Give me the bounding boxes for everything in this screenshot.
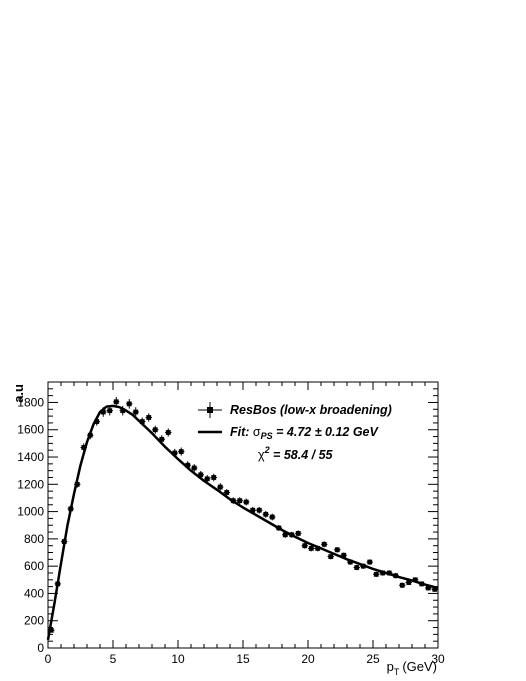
data-point: [282, 531, 289, 538]
y-tick-label: 0: [37, 641, 44, 655]
data-point: [418, 581, 425, 587]
data-point: [243, 498, 250, 506]
x-axis-title-unit: (GeV): [402, 659, 437, 674]
x-tick-label: 25: [366, 652, 380, 666]
data-point: [106, 405, 113, 416]
data-point: [295, 530, 302, 537]
x-tick-label: 0: [45, 652, 52, 666]
y-tick-label: 1800: [17, 395, 44, 409]
data-point: [327, 553, 334, 560]
x-tick-label: 10: [171, 652, 185, 666]
legend-chi: χ: [258, 448, 265, 462]
data-point: [353, 564, 360, 571]
data-point: [360, 563, 367, 569]
data-point: [425, 585, 432, 591]
data-point: [158, 435, 165, 444]
x-tick-label: 30: [431, 652, 445, 666]
y-tick-label: 1400: [17, 450, 44, 464]
legend-chi-sup: 2: [264, 445, 270, 455]
y-tick-label: 1200: [17, 477, 44, 491]
data-point: [87, 431, 94, 440]
y-tick-label: 1000: [17, 505, 44, 519]
data-point: [210, 473, 217, 482]
legend-label-fit: Fit: σPS = 4.72 ± 0.12 GeV: [230, 425, 380, 441]
legend-sigma: σ: [253, 425, 261, 439]
data-point: [405, 580, 412, 585]
data-point: [249, 506, 256, 514]
data-point: [314, 545, 321, 552]
data-point: [217, 483, 224, 491]
y-tick-label: 600: [24, 559, 44, 573]
data-point: [269, 513, 276, 521]
data-point: [126, 399, 133, 409]
y-tick-label: 800: [24, 532, 44, 546]
data-point: [288, 531, 295, 538]
data-point: [67, 505, 74, 513]
data-point: [301, 542, 308, 549]
y-tick-label: 400: [24, 586, 44, 600]
legend-marker-data: [198, 402, 222, 418]
legend: ResBos (low-x broadening) Fit: σPS = 4.7…: [198, 402, 392, 462]
data-series: [48, 397, 438, 633]
data-point: [197, 470, 204, 479]
data-point: [100, 407, 107, 417]
data-point: [113, 397, 120, 407]
data-point: [184, 461, 191, 470]
data-point: [223, 489, 230, 496]
data-point: [392, 572, 399, 579]
data-point: [379, 570, 386, 576]
data-point: [119, 405, 126, 416]
legend-label-chi2: χ2 = 58.4 / 55: [258, 445, 334, 462]
data-point: [139, 417, 146, 426]
data-point: [308, 545, 315, 552]
data-point: [412, 577, 419, 583]
x-axis-title-main: p: [387, 659, 394, 674]
data-point: [93, 417, 100, 426]
data-point: [431, 586, 438, 592]
y-tick-label: 1600: [17, 423, 44, 437]
data-point: [152, 425, 159, 434]
data-point: [334, 547, 341, 553]
data-point: [171, 448, 178, 458]
data-point: [80, 443, 87, 452]
x-tick-label: 15: [236, 652, 250, 666]
data-point: [165, 428, 172, 437]
data-point: [204, 475, 211, 483]
data-point: [132, 407, 139, 417]
data-point: [54, 581, 61, 587]
data-point: [386, 570, 393, 576]
x-axis-title-sub: T: [394, 667, 400, 677]
data-point: [145, 413, 152, 422]
legend-fit-value: = 4.72 ± 0.12 GeV: [273, 425, 380, 439]
axis-ticks: 0 5 10 15 20 25 30 0 200 400 600 800 1000 1200 1400 160…: [17, 381, 445, 666]
data-point: [61, 538, 68, 546]
data-point: [347, 559, 354, 565]
legend-label-data: ResBos (low-x broadening): [230, 403, 392, 417]
data-point: [191, 464, 198, 472]
data-point: [321, 541, 328, 548]
data-point: [236, 497, 243, 505]
data-point: [262, 510, 269, 518]
legend-sigma-sub: PS: [261, 431, 273, 441]
data-point: [373, 571, 380, 578]
data-point: [366, 559, 373, 565]
y-axis-title: a.u: [11, 384, 26, 403]
data-point: [275, 524, 282, 531]
data-point: [178, 447, 185, 456]
data-point: [74, 480, 81, 488]
y-tick-label: 200: [24, 614, 44, 628]
data-point: [230, 497, 237, 505]
legend-fit-prefix: Fit:: [230, 425, 253, 439]
x-tick-label: 20: [301, 652, 315, 666]
x-axis-title: pT (GeV): [387, 659, 437, 677]
data-point: [340, 552, 347, 558]
data-point: [256, 506, 263, 514]
data-point: [48, 627, 55, 633]
x-tick-label: 5: [110, 652, 117, 666]
data-point: [399, 582, 406, 588]
legend-chi-value: = 58.4 / 55: [270, 448, 334, 462]
